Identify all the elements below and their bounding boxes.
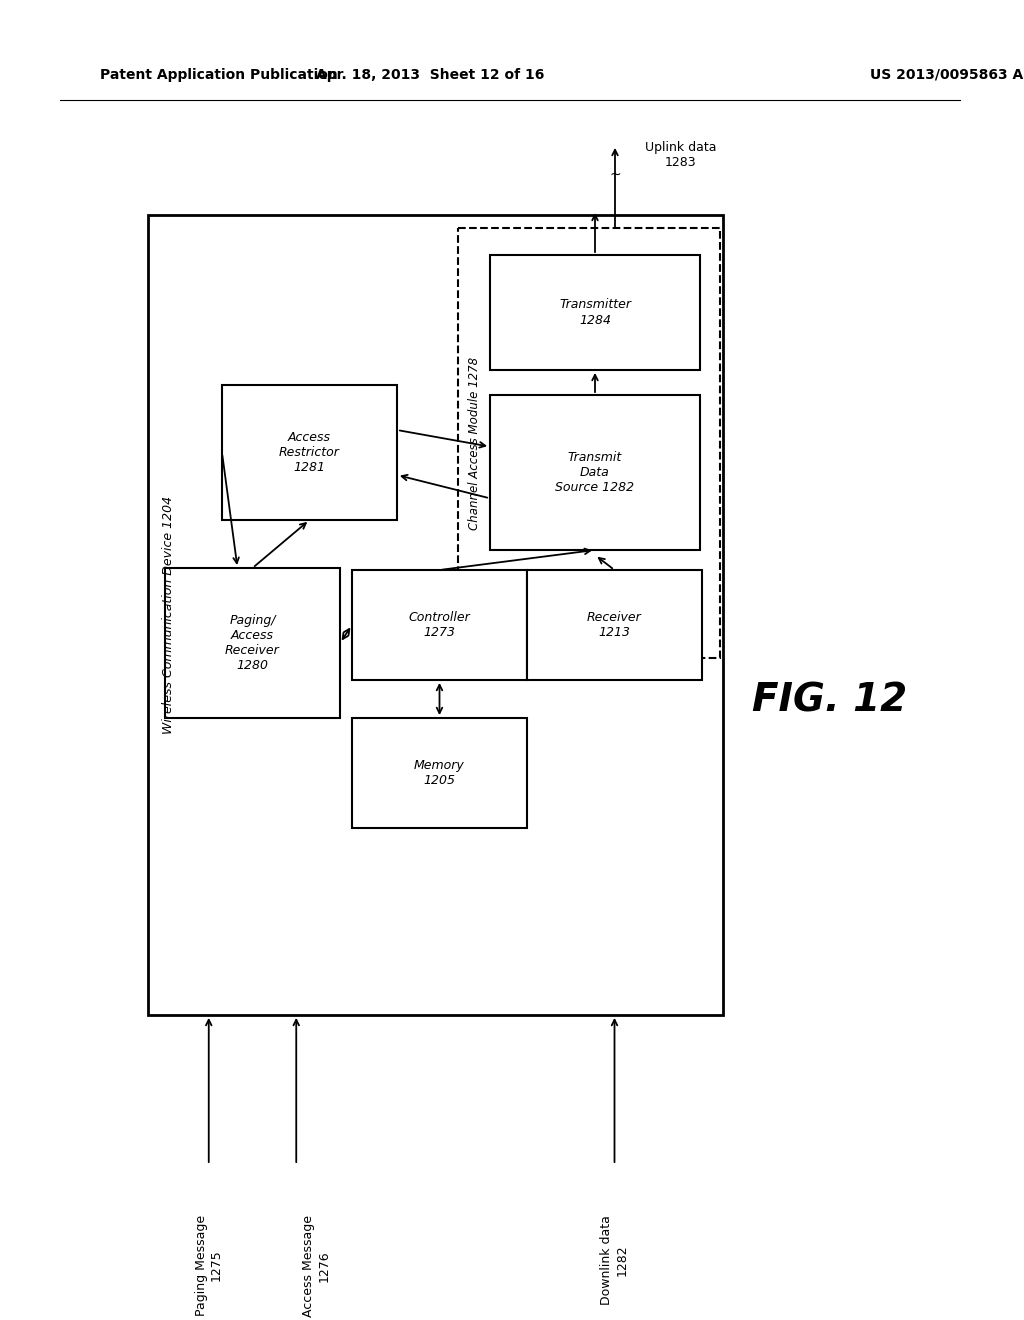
- Bar: [352, 570, 527, 680]
- Bar: [352, 718, 527, 828]
- Text: Controller
1273: Controller 1273: [409, 611, 470, 639]
- Text: Access
Restrictor
1281: Access Restrictor 1281: [280, 432, 340, 474]
- Text: Paging/
Access
Receiver
1280: Paging/ Access Receiver 1280: [225, 614, 280, 672]
- Text: US 2013/0095863 A1: US 2013/0095863 A1: [870, 69, 1024, 82]
- Text: Transmitter
1284: Transmitter 1284: [559, 298, 631, 326]
- Bar: [222, 385, 397, 520]
- Text: Transmit
Data
Source 1282: Transmit Data Source 1282: [555, 451, 635, 494]
- Bar: [527, 570, 702, 680]
- Text: FIG. 12: FIG. 12: [753, 681, 907, 719]
- Text: Memory
1205: Memory 1205: [414, 759, 465, 787]
- Bar: [148, 215, 723, 1015]
- Text: Paging Message
1275: Paging Message 1275: [195, 1214, 223, 1316]
- Bar: [490, 395, 700, 550]
- Text: Channel Access Module 1278: Channel Access Module 1278: [469, 356, 481, 529]
- Bar: [490, 255, 700, 370]
- Text: Wireless Communication Device 1204: Wireless Communication Device 1204: [162, 496, 174, 734]
- Bar: [458, 228, 720, 657]
- Text: Apr. 18, 2013  Sheet 12 of 16: Apr. 18, 2013 Sheet 12 of 16: [315, 69, 544, 82]
- Text: ~: ~: [609, 168, 621, 182]
- Text: Downlink data
1282: Downlink data 1282: [600, 1214, 629, 1305]
- Bar: [165, 568, 340, 718]
- Text: Access Message
1276: Access Message 1276: [302, 1214, 331, 1317]
- Text: Receiver
1213: Receiver 1213: [587, 611, 642, 639]
- Text: Uplink data
1283: Uplink data 1283: [645, 141, 717, 169]
- Text: Patent Application Publication: Patent Application Publication: [100, 69, 338, 82]
